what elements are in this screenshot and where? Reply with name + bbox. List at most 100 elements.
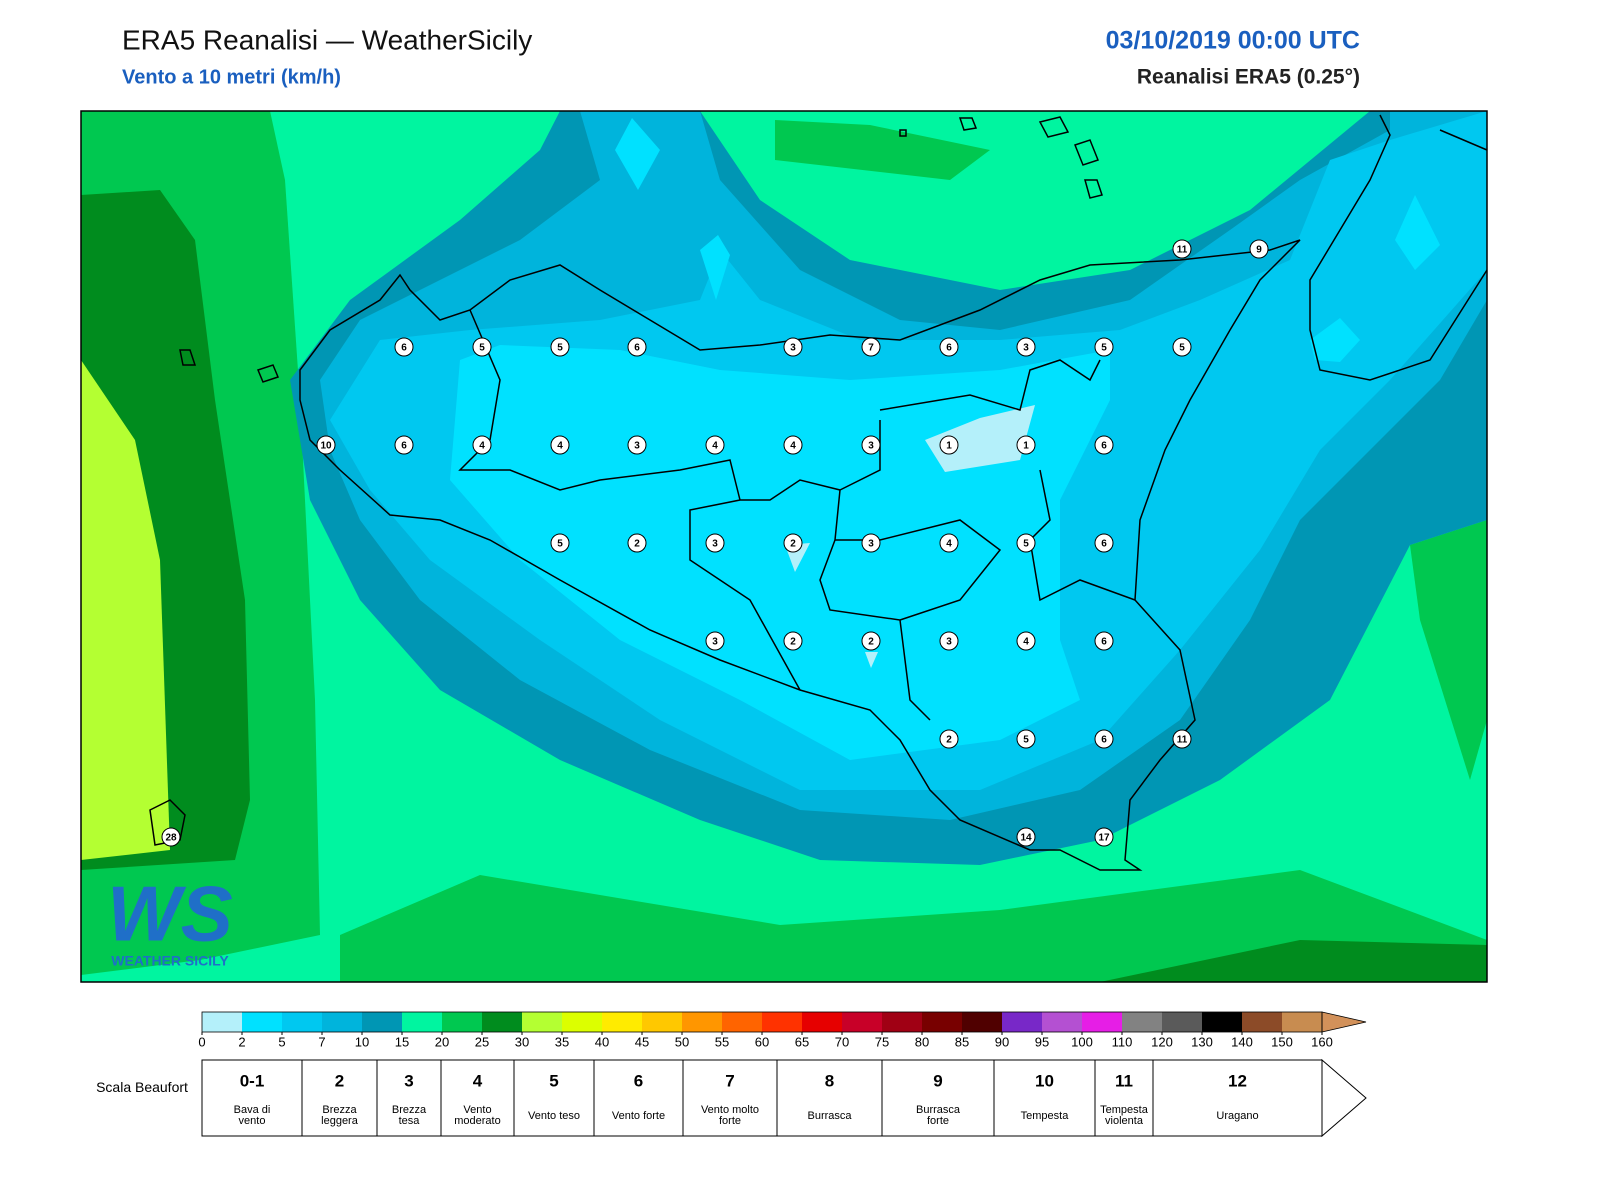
colorbar-segment [1162,1012,1202,1032]
station: 6 [1094,729,1114,749]
beaufort-force: 2 [335,1071,344,1090]
beaufort-label-box: Tempesta [1020,1109,1069,1122]
beaufort-force: 3 [404,1071,413,1090]
station-value: 5 [1023,735,1029,746]
station-value: 9 [1256,245,1262,256]
station: 2 [861,631,881,651]
station: 3 [861,435,881,455]
beaufort-cell [1152,1059,1323,1137]
beaufort-cell [513,1059,595,1137]
station-marker [627,337,647,357]
station-marker [861,533,881,553]
station-marker [1172,729,1192,749]
colorbar-segment [802,1012,842,1032]
beaufort-force: 9 [933,1071,942,1090]
station: 5 [472,337,492,357]
station-marker [861,337,881,357]
colorbar-extend [1321,1011,1367,1033]
station-value: 5 [479,343,485,354]
station: 2 [627,533,647,553]
station: 3 [861,533,881,553]
station-value: 6 [1101,539,1107,550]
colorbar-tick-label: 70 [835,1034,849,1049]
colorbar-segment [522,1012,562,1032]
colorbar-segment [762,1012,802,1032]
station-marker [627,435,647,455]
station-value: 3 [946,637,952,648]
beaufort-label: Tempesta violenta [1100,1104,1148,1127]
beaufort-label: Brezza leggera [321,1104,358,1127]
beaufort-force: 11 [1115,1071,1133,1090]
station: 4 [705,435,725,455]
beaufort-label: Tempesta [1020,1109,1069,1122]
station: 17 [1094,827,1114,847]
beaufort-label-box: Vento forte [611,1109,666,1122]
station-marker [939,533,959,553]
colorbar-segment [962,1012,1002,1032]
station: 9 [1249,239,1269,259]
beaufort-label: Vento forte [611,1109,666,1122]
colorbar-segment [882,1012,922,1032]
colorbar-tick-label: 130 [1191,1034,1213,1049]
station-value: 6 [1101,441,1107,452]
beaufort-label-box: Burrasca forte [915,1104,961,1127]
station-value: 6 [401,441,407,452]
colorbar-tick-label: 110 [1112,1034,1133,1049]
station: 5 [1172,337,1192,357]
station: 1 [1016,435,1036,455]
beaufort-title: Scala Beaufort [96,1079,188,1095]
station-marker [1094,827,1114,847]
colorbar-tick-label: 50 [675,1034,689,1049]
station: 6 [1094,435,1114,455]
station-marker [939,435,959,455]
station-value: 5 [1101,343,1107,354]
station: 28 [161,827,181,847]
colorbar-tick-label: 15 [395,1034,409,1049]
station-value: 5 [1179,343,1185,354]
station-value: 10 [320,441,332,452]
station-marker [1094,729,1114,749]
station-value: 6 [401,343,407,354]
station-value: 4 [946,539,952,550]
station-value: 5 [557,539,563,550]
colorbar-tick-label: 30 [515,1034,529,1049]
station: 4 [939,533,959,553]
colorbar-tick-label: 2 [238,1034,245,1049]
station-marker [472,337,492,357]
beaufort-label: Burrasca forte [915,1104,961,1127]
colorbar-tick-label: 90 [995,1034,1009,1049]
colorbar-segment [1082,1012,1122,1032]
colorbar-segment [562,1012,602,1032]
station-value: 2 [634,539,640,550]
station-value: 14 [1020,833,1032,844]
beaufort-label: Brezza tesa [391,1104,427,1127]
station-value: 28 [165,833,177,844]
station-value: 7 [868,343,874,354]
datetime: 03/10/2019 00:00 UTC [1106,27,1360,55]
station-value: 3 [712,637,718,648]
station-marker [1016,729,1036,749]
beaufort-cell [993,1059,1096,1137]
station-marker [783,435,803,455]
station: 2 [783,631,803,651]
beaufort-label-box: Vento teso [528,1110,580,1121]
station: 10 [316,435,336,455]
station-value: 3 [868,539,874,550]
station-marker [1094,337,1114,357]
station-marker [705,631,725,651]
station-marker [550,435,570,455]
beaufort-force: 5 [549,1071,558,1090]
colorbar-tick-label: 10 [355,1034,369,1049]
colorbar-segment [842,1012,882,1032]
station: 6 [627,337,647,357]
station-value: 17 [1098,833,1110,844]
colorbar-tick-label: 95 [1035,1034,1049,1049]
station-marker [1094,533,1114,553]
beaufort-force: 6 [634,1071,643,1090]
station-marker [1016,631,1036,651]
station-value: 3 [790,343,796,354]
map-frame [80,110,1488,983]
station: 3 [627,435,647,455]
station: 6 [1094,631,1114,651]
